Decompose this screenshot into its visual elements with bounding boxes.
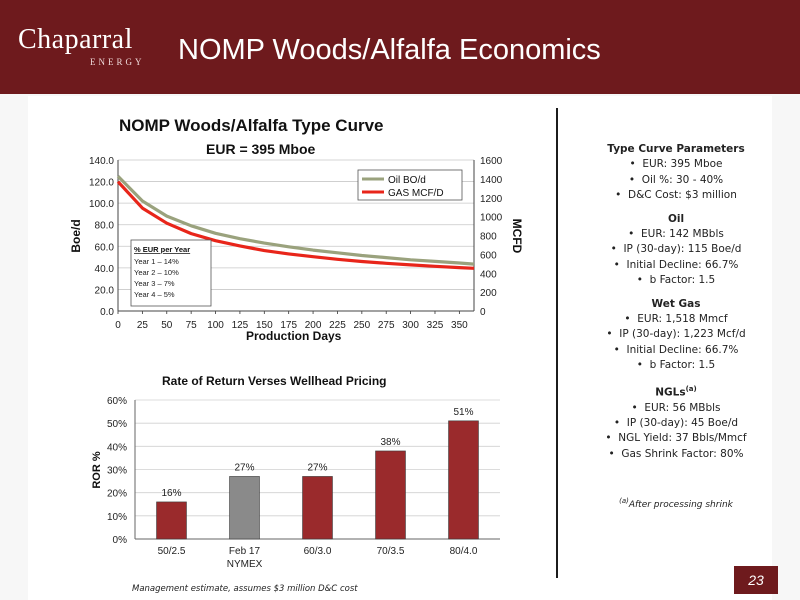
y-tick-label: 20.0 bbox=[95, 285, 115, 296]
eur-annotation-box bbox=[130, 239, 212, 307]
y2-tick-label: 0 bbox=[480, 307, 486, 318]
param-item: NGL Yield: 37 Bbls/Mmcf bbox=[566, 431, 786, 446]
chart-title: NOMP Woods/Alfalfa Type Curve bbox=[119, 116, 384, 135]
param-item: IP (30-day): 115 Boe/d bbox=[566, 242, 786, 257]
footnote-text: After processing shrink bbox=[628, 500, 733, 510]
x-tick-label: 300 bbox=[402, 320, 419, 331]
management-note: Management estimate, assumes $3 million … bbox=[132, 584, 358, 594]
y-tick-label: 140.0 bbox=[89, 156, 114, 167]
ngl-title-sup: (a) bbox=[685, 384, 697, 393]
x-axis-label: Production Days bbox=[246, 329, 342, 343]
y2-tick-label: 600 bbox=[480, 250, 497, 261]
eur-annotation-title: % EUR per Year bbox=[134, 245, 190, 254]
y2-tick-label: 1000 bbox=[480, 213, 503, 224]
param-item: b Factor: 1.5 bbox=[566, 358, 786, 373]
eur-annotation-line: Year 4 – 5% bbox=[134, 290, 175, 299]
x-tick-label: 325 bbox=[427, 320, 444, 331]
x-tick-label: 50 bbox=[161, 320, 173, 331]
footnote: (a)After processing shrink bbox=[566, 497, 786, 510]
x-tick-label: 100 bbox=[207, 320, 224, 331]
x-tick-label: 125 bbox=[232, 320, 249, 331]
legend-label: Oil BO/d bbox=[388, 175, 426, 186]
param-item: b Factor: 1.5 bbox=[566, 273, 786, 288]
y-tick-label: 80.0 bbox=[95, 221, 115, 232]
oil-params: Oil EUR: 142 MBbls IP (30-day): 115 Boe/… bbox=[566, 212, 786, 289]
oil-params-title: Oil bbox=[667, 212, 685, 225]
x-tick-label: 200 bbox=[305, 320, 322, 331]
y-tick-label: 100.0 bbox=[89, 199, 114, 210]
ngl-params-title: NGLs(a) bbox=[566, 382, 786, 401]
x-tick-label: 225 bbox=[329, 320, 346, 331]
param-item: IP (30-day): 1,223 Mcf/d bbox=[566, 327, 786, 342]
x-tick-label: 0 bbox=[115, 320, 121, 331]
ngl-params: NGLs(a) EUR: 56 MBbls IP (30-day): 45 Bo… bbox=[566, 382, 786, 463]
param-item: Initial Decline: 66.7% bbox=[566, 343, 786, 358]
y2-tick-label: 1400 bbox=[480, 175, 503, 186]
y-tick-label: 0.0 bbox=[100, 307, 114, 318]
y-axis-label: Boe/d bbox=[69, 219, 83, 252]
param-item: IP (30-day): 45 Boe/d bbox=[566, 416, 786, 431]
y2-tick-label: 1600 bbox=[480, 156, 503, 167]
footnote-sup: (a) bbox=[619, 497, 629, 505]
param-item: EUR: 56 MBbls bbox=[566, 401, 786, 416]
ngl-title-text: NGLs bbox=[655, 386, 686, 399]
oil-series-line bbox=[116, 175, 475, 266]
y2-tick-label: 200 bbox=[480, 288, 497, 299]
parameters-panel: Type Curve Parameters EUR: 395 Mboe Oil … bbox=[566, 142, 786, 470]
y2-axis-label: MCFD bbox=[510, 219, 524, 254]
type-curve-params: Type Curve Parameters EUR: 395 Mboe Oil … bbox=[566, 142, 786, 204]
chaparral-logo: Chaparral ENERGY bbox=[18, 24, 153, 74]
param-item: D&C Cost: $3 million bbox=[566, 188, 786, 203]
param-item: EUR: 1,518 Mmcf bbox=[566, 312, 786, 327]
x-tick-label: 150 bbox=[256, 320, 273, 331]
legend-label: GAS MCF/D bbox=[388, 188, 444, 199]
y-tick-label: 40.0 bbox=[95, 264, 115, 275]
x-tick-label: 350 bbox=[451, 320, 468, 331]
x-tick-label: 75 bbox=[186, 320, 198, 331]
gas-series-line bbox=[116, 180, 475, 270]
y2-tick-label: 800 bbox=[480, 232, 497, 243]
wet-gas-params: Wet Gas EUR: 1,518 Mmcf IP (30-day): 1,2… bbox=[566, 297, 786, 374]
x-tick-label: 275 bbox=[378, 320, 395, 331]
y2-tick-label: 400 bbox=[480, 269, 497, 280]
eur-annotation-line: Year 2 – 10% bbox=[134, 268, 179, 277]
vertical-divider bbox=[556, 108, 558, 578]
param-item: EUR: 395 Mboe bbox=[566, 157, 786, 172]
slide-header: Chaparral ENERGY NOMP Woods/Alfalfa Econ… bbox=[0, 0, 800, 94]
x-tick-label: 25 bbox=[137, 320, 149, 331]
chart-subtitle: EUR = 395 Mboe bbox=[206, 141, 316, 157]
wet-gas-params-title: Wet Gas bbox=[651, 297, 701, 310]
y2-tick-label: 1200 bbox=[480, 194, 503, 205]
eur-annotation-line: Year 3 – 7% bbox=[134, 279, 175, 288]
param-item: Initial Decline: 66.7% bbox=[566, 258, 786, 273]
y-tick-label: 60.0 bbox=[95, 242, 115, 253]
y-tick-label: 120.0 bbox=[89, 178, 114, 189]
slide-title: NOMP Woods/Alfalfa Economics bbox=[178, 34, 601, 66]
param-item: Oil %: 30 - 40% bbox=[566, 173, 786, 188]
logo-sub-text: ENERGY bbox=[90, 57, 145, 67]
param-item: Gas Shrink Factor: 80% bbox=[566, 447, 786, 462]
x-tick-label: 175 bbox=[280, 320, 297, 331]
x-tick-label: 250 bbox=[353, 320, 370, 331]
param-item: EUR: 142 MBbls bbox=[566, 227, 786, 242]
type-curve-params-title: Type Curve Parameters bbox=[607, 143, 745, 155]
page-number: 23 bbox=[734, 566, 778, 594]
eur-annotation-line: Year 1 – 14% bbox=[134, 257, 179, 266]
logo-main-text: Chaparral bbox=[18, 24, 133, 55]
legend-box bbox=[357, 169, 463, 201]
